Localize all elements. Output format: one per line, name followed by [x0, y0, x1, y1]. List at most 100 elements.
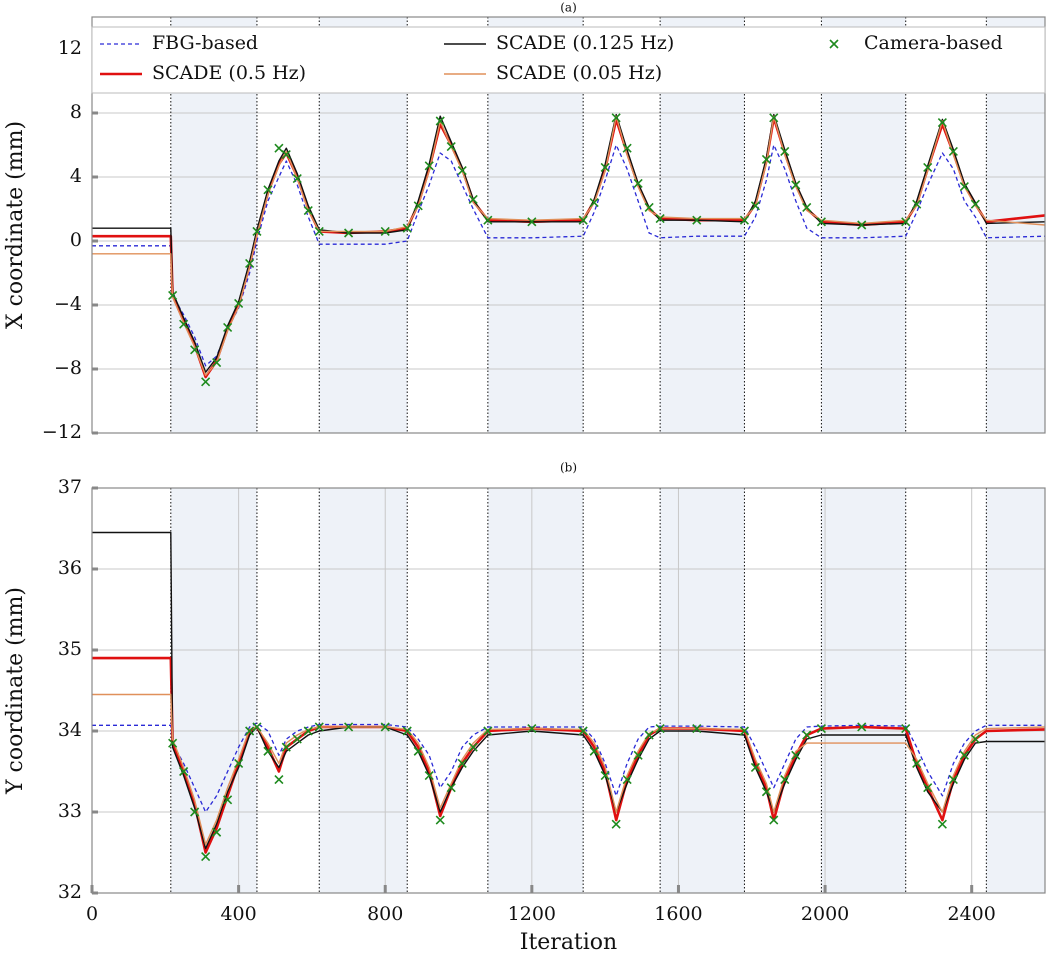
series-line: [92, 115, 1045, 377]
y-tick-label: −12: [42, 421, 82, 443]
camera-marker: [303, 726, 313, 736]
camera-marker: [252, 722, 262, 732]
camera-marker: [303, 206, 313, 216]
camera-marker: [274, 143, 284, 153]
camera-marker: [655, 214, 665, 224]
phase-shade: [319, 488, 408, 893]
camera-marker: [212, 358, 222, 368]
camera-marker: [201, 377, 211, 387]
y-tick-label: 0: [70, 229, 82, 251]
camera-marker: [912, 199, 922, 209]
camera-marker: [168, 290, 178, 300]
camera-marker: [769, 113, 779, 123]
legend-label: Camera-based: [864, 32, 1003, 54]
camera-marker: [424, 770, 434, 781]
legend-label: SCADE (0.125 Hz): [496, 32, 674, 54]
panel-title: (b): [560, 461, 577, 475]
camera-marker: [633, 750, 643, 760]
camera-marker: [468, 194, 478, 204]
camera-marker: [281, 742, 291, 752]
camera-marker: [611, 113, 621, 123]
camera-marker: [435, 116, 445, 126]
camera-marker: [622, 143, 632, 153]
phase-shade: [986, 488, 1045, 893]
camera-marker: [457, 758, 467, 768]
camera-marker: [201, 851, 211, 862]
camera-marker: [633, 178, 643, 188]
camera-marker: [402, 223, 412, 233]
legend-box: [91, 26, 1046, 94]
phase-shade: [487, 488, 584, 893]
camera-marker: [948, 775, 958, 785]
camera-marker: [589, 198, 599, 208]
camera-marker: [446, 783, 456, 793]
camera-marker: [212, 827, 222, 837]
camera-marker: [816, 217, 826, 227]
camera-marker: [959, 750, 969, 760]
camera-marker: [168, 738, 178, 748]
legend-label: FBG-based: [152, 32, 258, 54]
camera-marker: [802, 730, 812, 740]
camera-marker: [344, 228, 354, 238]
camera-marker: [769, 815, 779, 825]
camera-marker: [292, 174, 302, 184]
camera-marker: [483, 215, 493, 225]
camera-marker: [589, 746, 599, 756]
camera-marker: [600, 162, 610, 172]
camera-marker: [600, 770, 610, 781]
legend-swatch: [829, 39, 839, 49]
camera-marker: [402, 726, 412, 736]
camera-marker: [527, 217, 537, 227]
camera-marker: [190, 345, 200, 355]
y-tick-label: −4: [54, 293, 82, 315]
camera-marker: [912, 758, 922, 768]
camera-marker: [692, 215, 702, 225]
camera-marker: [970, 199, 980, 209]
camera-marker: [274, 775, 284, 785]
y-tick-label: 4: [70, 165, 82, 187]
camera-marker: [937, 819, 947, 829]
camera-marker: [857, 220, 867, 230]
y-tick-label: 34: [58, 719, 82, 741]
legend: FBG-based SCADE (0.5 Hz) SCADE (0.125 Hz) S…: [91, 26, 1046, 94]
camera-marker: [644, 202, 654, 212]
camera-marker: [380, 226, 390, 236]
camera-marker: [483, 726, 493, 736]
camera-marker: [655, 724, 665, 734]
camera-marker: [263, 746, 273, 756]
y-tick-label: 35: [58, 638, 82, 660]
panel-title: (a): [560, 1, 577, 15]
camera-marker: [816, 724, 826, 734]
camera-marker: [780, 146, 790, 156]
camera-marker: [923, 162, 933, 172]
phase-shade: [660, 488, 745, 893]
y-tick-label: −8: [54, 357, 82, 379]
camera-marker: [750, 762, 761, 773]
camera-marker: [179, 319, 189, 329]
x-tick-label: 800: [367, 903, 403, 925]
camera-marker: [937, 118, 947, 128]
camera-marker: [739, 726, 750, 736]
camera-marker: [578, 215, 588, 225]
camera-marker: [190, 807, 200, 817]
y-tick-label: 32: [58, 881, 82, 903]
x-tick-label: 0: [86, 903, 98, 925]
y-axis-label: Y coordinate (mm): [3, 587, 28, 795]
camera-marker: [344, 722, 354, 732]
camera-marker: [970, 734, 980, 744]
camera-marker: [424, 161, 434, 171]
camera-marker: [234, 758, 244, 768]
camera-marker: [923, 783, 933, 793]
series-line: [92, 144, 1045, 367]
camera-marker: [802, 202, 812, 212]
camera-marker: [179, 766, 189, 777]
plot-frame: [91, 487, 1046, 894]
camera-marker: [739, 215, 750, 225]
x-axis-label: Iteration: [520, 930, 617, 955]
series-line: [92, 531, 1045, 850]
x-tick-label: 2000: [801, 903, 849, 925]
camera-marker: [780, 775, 790, 785]
camera-marker: [791, 180, 801, 190]
camera-marker: [622, 775, 632, 785]
camera-marker: [959, 182, 969, 192]
